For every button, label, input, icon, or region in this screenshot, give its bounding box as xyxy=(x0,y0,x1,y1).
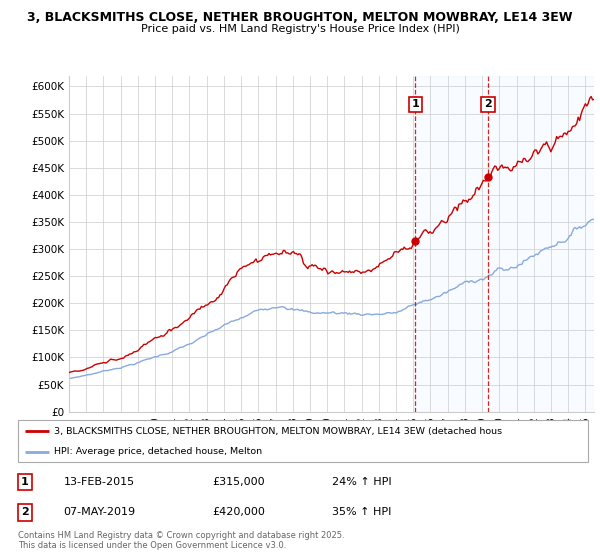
Text: 13-FEB-2015: 13-FEB-2015 xyxy=(64,477,135,487)
FancyBboxPatch shape xyxy=(18,420,588,462)
Text: £315,000: £315,000 xyxy=(212,477,265,487)
Text: 07-MAY-2019: 07-MAY-2019 xyxy=(64,507,136,517)
Text: 2: 2 xyxy=(21,507,29,517)
Text: Price paid vs. HM Land Registry's House Price Index (HPI): Price paid vs. HM Land Registry's House … xyxy=(140,24,460,34)
Bar xyxy=(415,76,594,412)
Text: 24% ↑ HPI: 24% ↑ HPI xyxy=(331,477,391,487)
Text: HPI: Average price, detached house, Melton: HPI: Average price, detached house, Melt… xyxy=(54,447,262,456)
Text: £420,000: £420,000 xyxy=(212,507,265,517)
Text: 2: 2 xyxy=(484,99,492,109)
Text: Contains HM Land Registry data © Crown copyright and database right 2025.
This d: Contains HM Land Registry data © Crown c… xyxy=(18,531,344,550)
Text: 3, BLACKSMITHS CLOSE, NETHER BROUGHTON, MELTON MOWBRAY, LE14 3EW: 3, BLACKSMITHS CLOSE, NETHER BROUGHTON, … xyxy=(27,11,573,24)
Text: 1: 1 xyxy=(21,477,29,487)
Text: 35% ↑ HPI: 35% ↑ HPI xyxy=(331,507,391,517)
Text: 3, BLACKSMITHS CLOSE, NETHER BROUGHTON, MELTON MOWBRAY, LE14 3EW (detached hous: 3, BLACKSMITHS CLOSE, NETHER BROUGHTON, … xyxy=(54,427,502,436)
Text: 1: 1 xyxy=(412,99,419,109)
